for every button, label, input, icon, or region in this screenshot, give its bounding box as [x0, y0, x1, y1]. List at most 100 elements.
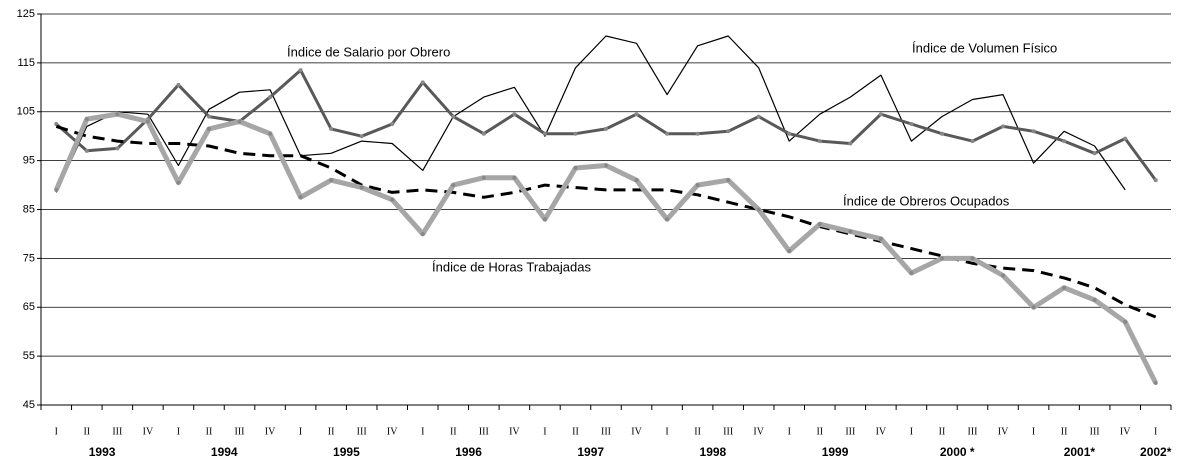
point: [329, 126, 334, 131]
point: [1062, 139, 1067, 144]
y-tick-label: 125: [17, 8, 35, 20]
y-tick-label: 45: [23, 399, 35, 411]
point: [451, 183, 456, 188]
x-tick-label: III: [357, 426, 367, 437]
point: [115, 146, 120, 151]
point: [939, 256, 944, 261]
point: [878, 236, 883, 241]
x-tick-label: III: [479, 426, 489, 437]
point: [542, 131, 547, 136]
point: [634, 178, 639, 183]
point: [665, 217, 670, 222]
x-tick-label: I: [299, 426, 302, 437]
x-tick-label: III: [967, 426, 977, 437]
x-tick-label: IV: [1120, 426, 1131, 437]
x-tick-label: I: [665, 426, 668, 437]
y-tick-label: 115: [17, 57, 35, 69]
x-tick-label: II: [939, 426, 946, 437]
point: [756, 207, 761, 212]
point: [695, 131, 700, 136]
point: [1092, 297, 1097, 302]
point: [54, 187, 59, 192]
point: [512, 175, 517, 180]
point: [726, 178, 731, 183]
y-tick-label: 55: [23, 350, 35, 362]
x-tick-label: II: [328, 426, 335, 437]
point: [390, 197, 395, 202]
point: [604, 163, 608, 168]
point: [1123, 319, 1128, 324]
point: [298, 195, 303, 200]
point: [878, 112, 883, 117]
x-tick-label: I: [1154, 426, 1157, 437]
x-tick-label: III: [112, 426, 122, 437]
point: [206, 114, 211, 119]
x-tick-label: IV: [631, 426, 642, 437]
point: [481, 131, 486, 136]
point: [237, 119, 242, 124]
x-tick-label: III: [723, 426, 733, 437]
point: [390, 121, 395, 126]
series-line: [54, 111, 1158, 385]
point: [726, 129, 731, 134]
year-label: 1997: [577, 445, 604, 459]
x-tick-label: II: [83, 426, 90, 437]
y-tick-label: 85: [23, 203, 35, 215]
point: [420, 80, 425, 85]
x-tick-label: IV: [876, 426, 887, 437]
x-tick-label: IV: [143, 426, 154, 437]
year-label: 2001*: [1064, 445, 1096, 459]
point: [176, 180, 181, 185]
y-tick-label: 65: [23, 301, 35, 313]
point: [206, 126, 211, 131]
point: [451, 114, 456, 119]
annotation: Índice de Volumen Físico: [912, 40, 1057, 55]
x-tick-label: III: [845, 426, 855, 437]
year-label: 1993: [89, 445, 116, 459]
annotation: Índice de Obreros Ocupados: [843, 193, 1010, 208]
series-line: [55, 35, 1126, 193]
point: [848, 229, 853, 234]
point: [573, 131, 578, 136]
year-label: 1994: [211, 445, 238, 459]
point: [634, 112, 639, 117]
point: [1001, 124, 1006, 129]
year-label: 1996: [455, 445, 482, 459]
x-tick-label: III: [601, 426, 611, 437]
point: [970, 139, 975, 144]
y-tick-label: 105: [17, 106, 35, 118]
annotation: Índice de Horas Trabajadas: [432, 259, 591, 274]
point: [787, 131, 792, 136]
point: [268, 95, 273, 100]
point: [909, 271, 914, 276]
point: [115, 112, 120, 117]
point: [573, 165, 578, 170]
point: [268, 131, 273, 136]
year-label: 1995: [333, 445, 360, 459]
point: [1031, 305, 1036, 310]
point: [420, 231, 425, 236]
point: [84, 148, 89, 153]
point: [329, 178, 334, 183]
x-tick-label: IV: [998, 426, 1009, 437]
point: [84, 117, 89, 122]
point: [665, 131, 670, 136]
x-tick-label: I: [788, 426, 791, 437]
year-label: 1998: [700, 445, 727, 459]
point: [1153, 178, 1158, 183]
year-label: 2002*: [1140, 445, 1172, 459]
x-tick-label: IV: [509, 426, 520, 437]
point: [1031, 129, 1036, 134]
x-tick-label: I: [421, 426, 424, 437]
point: [848, 141, 853, 146]
y-tick-label: 75: [23, 252, 35, 264]
point: [54, 121, 59, 126]
point: [1123, 136, 1128, 141]
point: [145, 119, 150, 124]
point: [542, 217, 547, 222]
point: [359, 185, 364, 190]
x-tick-label: II: [816, 426, 823, 437]
year-label: 1999: [822, 445, 849, 459]
x-tick-label: III: [235, 426, 245, 437]
